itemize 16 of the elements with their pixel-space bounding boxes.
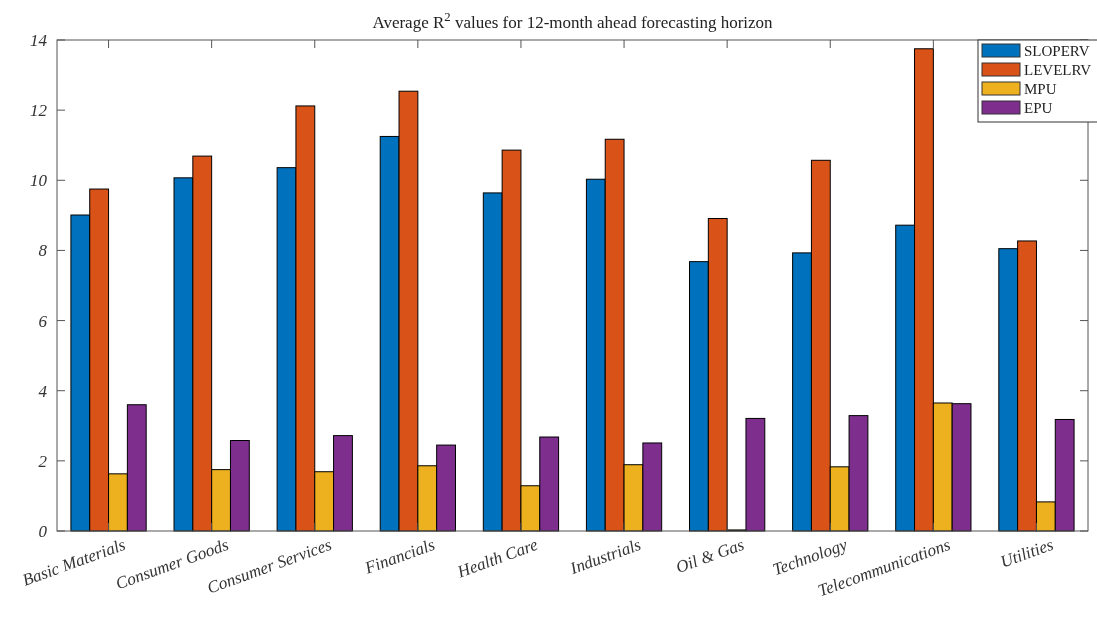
x-tick-label: Oil & Gas <box>673 534 747 577</box>
legend-label: MPU <box>1024 81 1057 97</box>
legend-label: LEVELRV <box>1024 62 1092 78</box>
y-tick-label: 10 <box>30 171 48 191</box>
y-tick-label: 8 <box>38 241 48 261</box>
x-tick-label: Utilities <box>997 534 1057 572</box>
chart-title: Average R$^{2}$ values for 12-month ahead forecasting horizon <box>372 10 774 32</box>
y-tick-label: 4 <box>38 381 48 401</box>
y-tick-label: 12 <box>30 101 48 121</box>
y-tick-label: 2 <box>38 451 48 471</box>
x-tick-label: Health Care <box>454 534 541 582</box>
legend-label: EPU <box>1024 100 1053 116</box>
y-tick-label: 14 <box>30 31 48 50</box>
y-tick-label: 6 <box>38 311 48 331</box>
y-tick-label: 0 <box>38 522 48 541</box>
legend-label: SLOPERV <box>1024 43 1090 59</box>
